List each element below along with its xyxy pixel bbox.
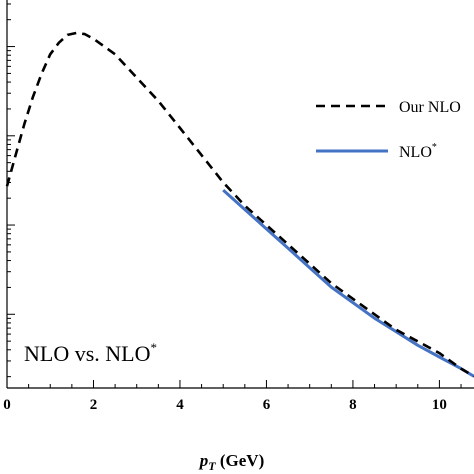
chart-annotation: NLO vs. NLO* bbox=[24, 340, 157, 366]
legend-label-nlo-star: NLO* bbox=[399, 142, 437, 161]
series-lines bbox=[5, 31, 474, 378]
x-tick-label: 8 bbox=[349, 397, 357, 413]
x-tick-labels: 0 2 4 6 8 10 bbox=[3, 397, 447, 413]
series-line-nlo-star bbox=[222, 188, 474, 378]
x-tick-label: 4 bbox=[176, 397, 184, 413]
series-line-our-nlo bbox=[5, 31, 474, 378]
x-tick-label: 2 bbox=[90, 397, 98, 413]
x-tick-label: 10 bbox=[432, 397, 447, 413]
x-tick-label: 6 bbox=[263, 397, 271, 413]
x-tick-label: 0 bbox=[3, 397, 11, 413]
x-axis-label: pT (GeV) bbox=[198, 451, 264, 473]
x-axis-ticks bbox=[6, 380, 462, 388]
y-axis-ticks bbox=[7, 3, 15, 378]
legend-label-our-nlo: Our NLO bbox=[399, 99, 461, 116]
legend: Our NLO NLO* bbox=[316, 99, 461, 161]
